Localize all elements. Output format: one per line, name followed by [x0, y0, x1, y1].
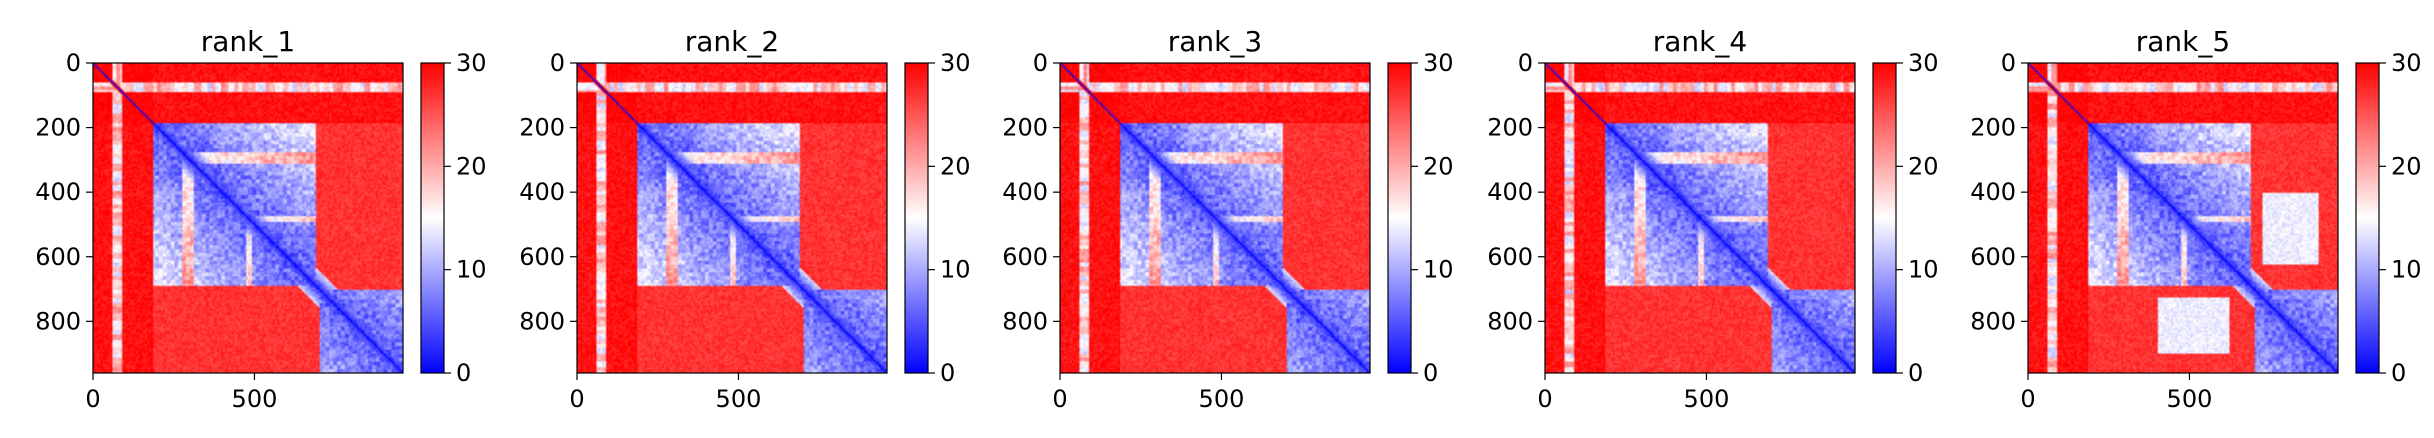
y-tick-label: 800: [1970, 307, 2016, 335]
x-tick-label: 500: [2167, 385, 2213, 413]
plot-frame: [1544, 62, 1856, 374]
colorbar-tick-label: 0: [2391, 359, 2406, 387]
panel-2: rank_2 0 200 400 600 800 0 500 0 10 20 30: [519, 25, 970, 413]
colorbar-tick-label: 10: [2391, 256, 2422, 284]
colorbar-tick-label: 30: [1423, 49, 1454, 77]
panel-1: rank_1 0 200 400 600 800 0 500 0 10 20 30: [35, 25, 486, 413]
colorbar-tick-label: 20: [2391, 152, 2422, 180]
panel-title: rank_2: [685, 25, 779, 58]
colorbar-tick-label: 20: [456, 152, 487, 180]
x-tick-label: 0: [569, 385, 584, 413]
y-tick-label: 800: [1002, 307, 1048, 335]
y-tick-label: 0: [2001, 49, 2016, 77]
y-tick-label: 200: [1970, 114, 2016, 142]
plot-frame: [2027, 62, 2339, 374]
colorbar-tick-label: 30: [456, 49, 487, 77]
y-tick-label: 600: [35, 243, 81, 271]
colorbar-tick-label: 30: [2391, 49, 2422, 77]
y-tick-label: 400: [519, 178, 565, 206]
heatmap-image: [2028, 63, 2338, 373]
x-tick-label: 500: [1684, 385, 1730, 413]
colorbar-tick-label: 0: [456, 359, 471, 387]
x-tick-label: 0: [85, 385, 100, 413]
panel-title: rank_5: [2136, 25, 2230, 58]
y-tick-label: 0: [550, 49, 565, 77]
colorbar-tick-label: 20: [1423, 152, 1454, 180]
y-tick-label: 0: [66, 49, 81, 77]
colorbar-tick-label: 10: [1423, 256, 1454, 284]
colorbar: [904, 62, 929, 374]
panel-title: rank_1: [201, 25, 295, 58]
y-tick-label: 600: [519, 243, 565, 271]
colorbar-tick-label: 10: [940, 256, 971, 284]
panel-3: rank_3 0 200 400 600 800 0 500 0 10 20 30: [1002, 25, 1453, 413]
y-tick-label: 0: [1033, 49, 1048, 77]
heatmap-image: [1545, 63, 1855, 373]
heatmap-image: [577, 63, 887, 373]
y-tick-label: 400: [35, 178, 81, 206]
heatmap-image: [93, 63, 403, 373]
x-tick-label: 500: [716, 385, 762, 413]
plot-frame: [92, 62, 404, 374]
colorbar: [1387, 62, 1412, 374]
colorbar-tick-label: 0: [1423, 359, 1438, 387]
panel-5: rank_5 0 200 400 600 800 0 500 0 10 20 30: [1970, 25, 2421, 413]
colorbar-tick-label: 20: [1908, 152, 1939, 180]
y-tick-label: 0: [1518, 49, 1533, 77]
plot-frame: [576, 62, 888, 374]
y-tick-label: 800: [1487, 307, 1533, 335]
colorbar: [2355, 62, 2380, 374]
x-tick-label: 0: [1537, 385, 1552, 413]
panel-title: rank_4: [1653, 25, 1747, 58]
x-tick-label: 0: [2020, 385, 2035, 413]
x-tick-label: 0: [1052, 385, 1067, 413]
colorbar-tick-label: 30: [940, 49, 971, 77]
colorbar-tick-label: 0: [940, 359, 955, 387]
y-tick-label: 400: [1970, 178, 2016, 206]
y-tick-label: 400: [1002, 178, 1048, 206]
y-tick-label: 200: [35, 114, 81, 142]
y-tick-label: 200: [519, 114, 565, 142]
plot-frame: [1059, 62, 1371, 374]
x-tick-label: 500: [232, 385, 278, 413]
panel-4: rank_4 0 200 400 600 800 0 500 0 10 20 30: [1487, 25, 1938, 413]
colorbar: [420, 62, 445, 374]
x-tick-label: 500: [1199, 385, 1245, 413]
colorbar-tick-label: 30: [1908, 49, 1939, 77]
y-tick-label: 600: [1970, 243, 2016, 271]
y-tick-label: 200: [1487, 114, 1533, 142]
colorbar-tick-label: 20: [940, 152, 971, 180]
y-tick-label: 800: [519, 307, 565, 335]
y-tick-label: 800: [35, 307, 81, 335]
heatmap-image: [1060, 63, 1370, 373]
y-tick-label: 400: [1487, 178, 1533, 206]
y-tick-label: 600: [1487, 243, 1533, 271]
colorbar: [1872, 62, 1897, 374]
y-tick-label: 200: [1002, 114, 1048, 142]
colorbar-tick-label: 10: [1908, 256, 1939, 284]
colorbar-tick-label: 10: [456, 256, 487, 284]
colorbar-tick-label: 0: [1908, 359, 1923, 387]
y-tick-label: 600: [1002, 243, 1048, 271]
panel-title: rank_3: [1168, 25, 1262, 58]
